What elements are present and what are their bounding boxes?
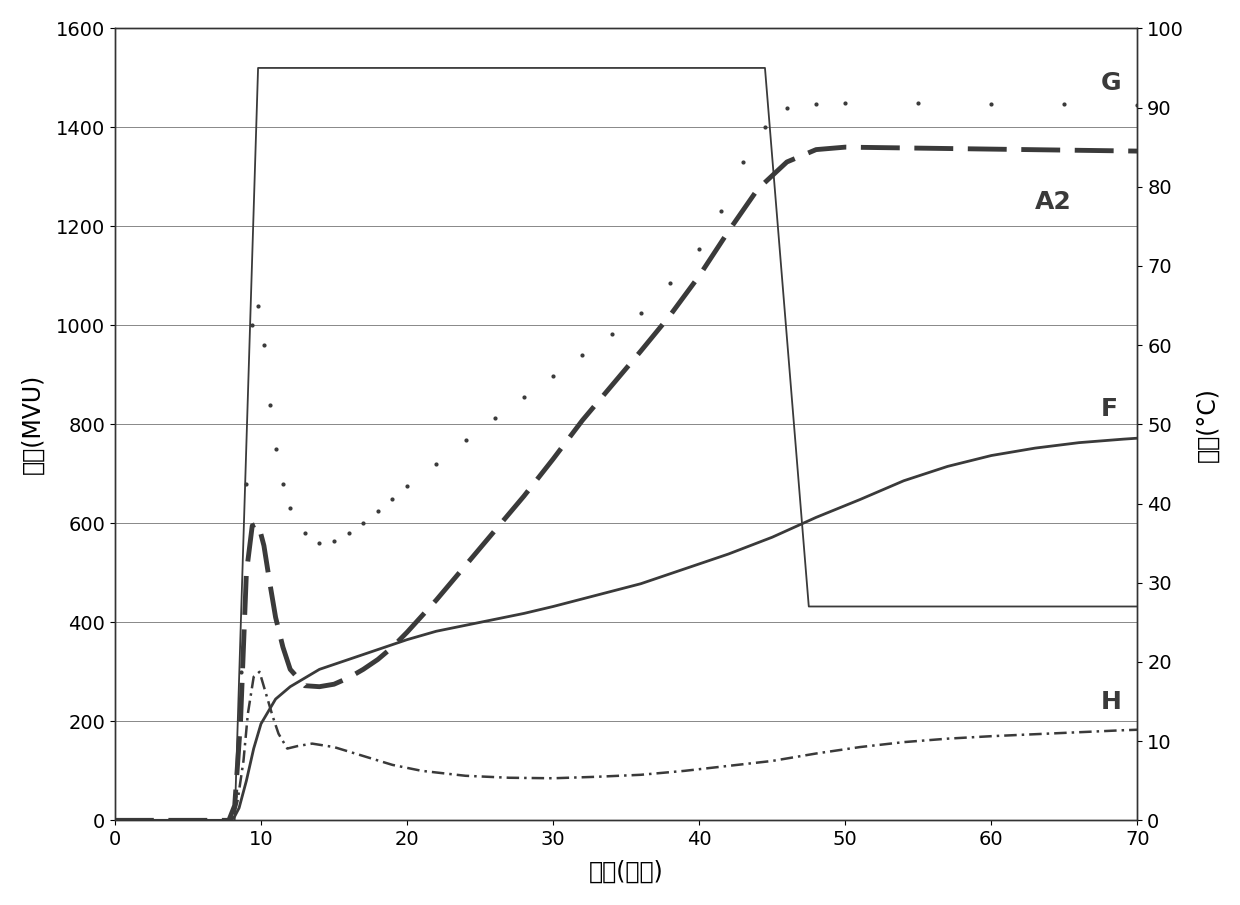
Text: A2: A2 xyxy=(1035,189,1071,214)
Text: G: G xyxy=(1101,71,1121,95)
Y-axis label: 温度(°C): 温度(°C) xyxy=(1195,387,1219,462)
X-axis label: 时间(分钟): 时间(分钟) xyxy=(589,860,663,884)
Text: H: H xyxy=(1101,690,1122,713)
Text: F: F xyxy=(1101,397,1118,422)
Y-axis label: 粘度(MVU): 粘度(MVU) xyxy=(21,374,45,474)
